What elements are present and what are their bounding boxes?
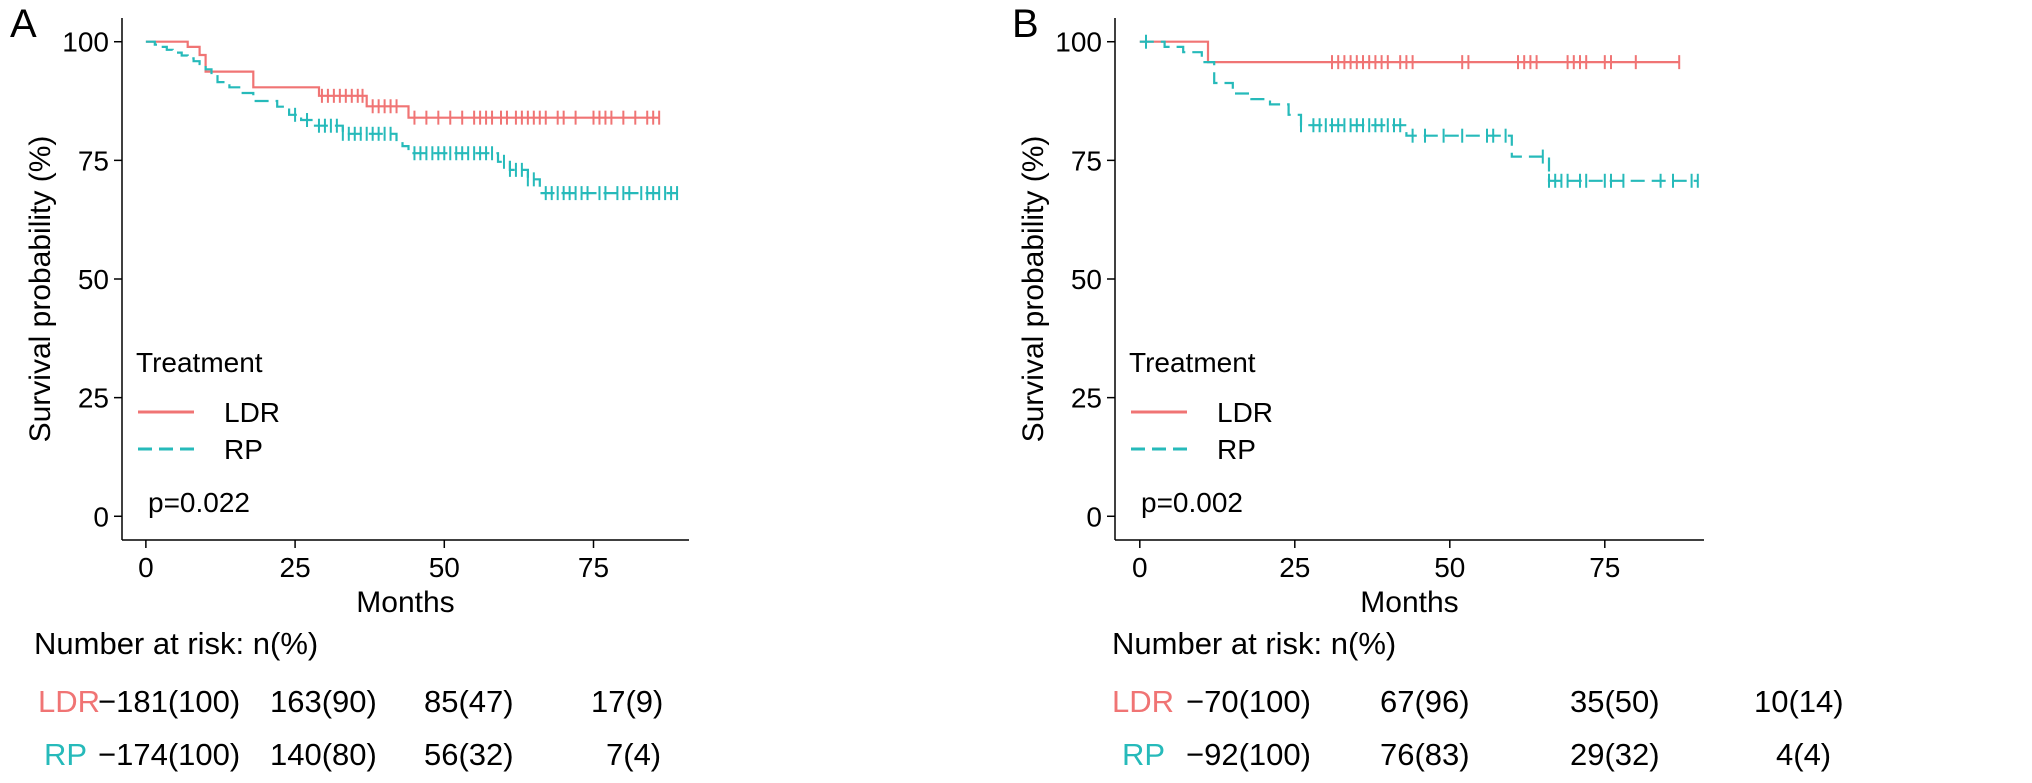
x-tick-label: 75 [1589, 552, 1620, 583]
survival-curve-ldr [145, 40, 660, 119]
risk-value: −181(100) [98, 684, 241, 719]
risk-row-ldr: LDR −181(100) 163(90) 85(47) 17(9) [38, 684, 1038, 724]
y-axis-title: Survival probability (%) [1017, 136, 1050, 443]
p-value-label: p=0.002 [1141, 487, 1243, 518]
risk-group-label-ldr: LDR [1112, 684, 1175, 719]
y-tick-label: 50 [1071, 264, 1102, 295]
risk-value: 35(50) [1570, 684, 1660, 719]
y-tick-label: 75 [1071, 145, 1102, 176]
risk-value: 56(32) [424, 737, 514, 772]
p-value-label: p=0.022 [148, 487, 250, 518]
x-tick-label: 25 [280, 552, 311, 583]
x-tick-label: 0 [1132, 552, 1148, 583]
legend-label-rp: RP [224, 434, 263, 465]
y-tick-label: 75 [78, 145, 109, 176]
risk-value: 4(4) [1776, 737, 1832, 772]
risk-value: 7(4) [606, 737, 662, 772]
risk-group-label-ldr: LDR [38, 684, 101, 719]
x-tick-label: 50 [1434, 552, 1465, 583]
risk-value: −92(100) [1186, 737, 1311, 772]
risk-row-ldr: LDR −70(100) 67(96) 35(50) 10(14) [1112, 684, 2032, 724]
panel-a: A 0 25 50 75 100 0 25 50 75 Months Survival probab… [10, 2, 689, 772]
y-tick-label: 0 [1086, 501, 1102, 532]
survival-curve-rp [145, 40, 678, 195]
risk-value: 85(47) [424, 684, 514, 719]
risk-table-title: Number at risk: n(%) [34, 626, 319, 661]
y-axis-title: Survival probability (%) [24, 136, 57, 443]
risk-group-label-rp: RP [44, 737, 88, 772]
y-tick-label: 100 [1055, 27, 1102, 58]
x-tick-label: 25 [1279, 552, 1310, 583]
risk-value: 10(14) [1754, 684, 1844, 719]
risk-row-rp: RP −92(100) 76(83) 29(32) 4(4) [1122, 737, 2032, 777]
legend-title: Treatment [1129, 347, 1256, 378]
km-plot-a: 0 25 50 75 100 0 25 50 75 Months Survival probabil… [24, 18, 689, 619]
x-tick-label: 0 [138, 552, 154, 583]
x-tick-label: 50 [429, 552, 460, 583]
x-axis-title: Months [1360, 586, 1458, 619]
panel-b: B 0 25 50 75 100 0 25 50 75 Months Survival probab… [1012, 0, 2032, 783]
panel-label: A [10, 2, 37, 46]
risk-group-label-rp: RP [1122, 737, 1166, 772]
legend-title: Treatment [136, 347, 263, 378]
risk-table-title: Number at risk: n(%) [1112, 626, 1397, 661]
risk-value: 163(90) [270, 684, 377, 719]
legend-label-rp: RP [1217, 434, 1256, 465]
panel-label: B [1012, 2, 1039, 46]
x-axis-title: Months [356, 586, 454, 619]
survival-curve-ldr [1139, 40, 1680, 64]
y-tick-label: 25 [78, 383, 109, 414]
risk-value: 140(80) [270, 737, 377, 772]
risk-value: −70(100) [1186, 684, 1311, 719]
y-tick-label: 25 [1071, 383, 1102, 414]
risk-value: 17(9) [591, 684, 664, 719]
y-tick-label: 50 [78, 264, 109, 295]
risk-value: −174(100) [98, 737, 241, 772]
risk-row-rp: RP −174(100) 140(80) 56(32) 7(4) [44, 737, 1044, 777]
y-tick-label: 100 [62, 27, 109, 58]
legend-label-ldr: LDR [224, 397, 280, 428]
risk-value: 67(96) [1380, 684, 1470, 719]
km-plot-b: 0 25 50 75 100 0 25 50 75 Months Survival probabil… [1017, 18, 1704, 619]
y-tick-label: 0 [93, 501, 109, 532]
risk-value: 76(83) [1380, 737, 1470, 772]
risk-value: 29(32) [1570, 737, 1660, 772]
survival-curve-rp [1139, 40, 1698, 182]
legend-label-ldr: LDR [1217, 397, 1273, 428]
x-tick-label: 75 [578, 552, 609, 583]
